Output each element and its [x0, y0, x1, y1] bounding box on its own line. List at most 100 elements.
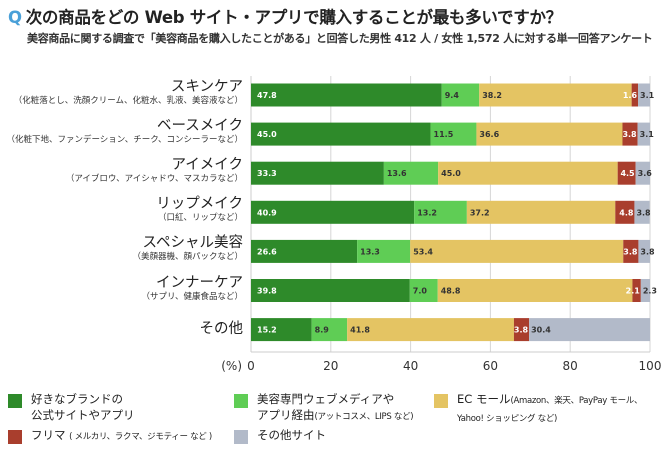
- data-label: 3.8: [514, 326, 529, 335]
- data-label: 13.2: [417, 208, 437, 217]
- bar-segment: [622, 122, 638, 146]
- data-label: 13.6: [387, 169, 407, 178]
- bar-segment: [640, 279, 650, 302]
- category-label: スキンケア （化粧落とし、洗顔クリーム、化粧水、乳液、美容液など）: [14, 79, 243, 107]
- x-tick-label: 80: [563, 359, 578, 373]
- bar-segment: [635, 161, 650, 185]
- category-note: （サプリ、健康食品など）: [141, 291, 244, 302]
- data-label: 40.9: [257, 208, 277, 217]
- bar-segment: [615, 200, 635, 224]
- legend-item-ec-mall: EC モール(Amazon、楽天、PayPay モール、 Yahoo! ショッピン…: [434, 391, 643, 427]
- data-label: 41.8: [350, 326, 370, 335]
- data-label: 30.4: [531, 326, 551, 335]
- bar-segment: [638, 83, 650, 107]
- legend-item-media: 美容専門ウェブメディアや アプリ経由(アットコスメ、LIPS など): [234, 391, 414, 425]
- x-tick-label: 40: [403, 359, 418, 373]
- data-label: 37.2: [470, 208, 490, 217]
- data-label: 1.6: [623, 91, 638, 100]
- bar-segment: [466, 200, 616, 224]
- legend-swatch: [8, 394, 22, 408]
- data-label: 3.8: [623, 247, 638, 256]
- data-label: 33.3: [257, 169, 277, 178]
- legend-swatch: [8, 430, 22, 444]
- data-label: 9.4: [445, 91, 460, 100]
- data-label: 3.8: [640, 247, 655, 256]
- legend-label: 美容専門ウェブメディアや: [257, 392, 395, 406]
- category-name: ベースメイク: [157, 118, 243, 135]
- bar-segment: [251, 83, 442, 107]
- legend-item-flea-market: フリマ ( メルカリ、ラクマ、ジモティー など ): [8, 427, 212, 445]
- bar-segment: [438, 161, 618, 185]
- bar-segment: [638, 239, 650, 263]
- data-label: 4.8: [619, 208, 634, 217]
- bar-segment: [476, 122, 623, 146]
- chart-title: Q 次の商品をどの Web サイト・アプリで購入することが最も多いですか？: [8, 4, 562, 28]
- category-note: （化粧落とし、洗顔クリーム、化粧水、乳液、美容液など）: [13, 96, 243, 106]
- legend-label: 公式サイトやアプリ: [31, 408, 135, 422]
- category-name: インナーケア: [156, 274, 243, 291]
- legend-item-other-site: その他サイト: [234, 427, 326, 444]
- data-label: 13.3: [360, 247, 380, 256]
- bar-segment: [631, 83, 639, 107]
- q-mark: Q: [8, 8, 22, 27]
- bar-segment: [617, 161, 636, 185]
- legend-swatch: [234, 430, 248, 444]
- data-label: 3.1: [640, 91, 655, 100]
- category-note: （美顔器機、顔パックなど）: [132, 252, 243, 263]
- category-name: その他: [199, 320, 244, 337]
- bar-segment: [529, 318, 650, 342]
- category-label: アイメイク （アイブロウ、アイシャドウ、マスカラなど）: [66, 157, 243, 185]
- data-label: 8.9: [315, 326, 330, 335]
- bar-segment: [410, 239, 624, 263]
- data-label: 3.1: [640, 130, 655, 139]
- question-text: 次の商品をどの Web サイト・アプリで購入することが最も多いですか？: [25, 8, 562, 27]
- data-label: 53.4: [413, 247, 433, 256]
- bar-segment: [430, 122, 477, 146]
- category-note: （口紅、リップなど）: [157, 213, 243, 224]
- data-label: 4.5: [620, 169, 635, 178]
- legend-label: その他サイト: [257, 428, 326, 442]
- legend-item-brand-site: 好きなブランドの 公式サイトやアプリ: [8, 391, 135, 423]
- x-tick-label: 20: [323, 359, 338, 373]
- bar-segment: [414, 200, 467, 224]
- bar-segment: [637, 122, 650, 146]
- category-name: スペシャル美容: [142, 235, 243, 252]
- category-note: （アイブロウ、アイシャドウ、マスカラなど）: [65, 174, 243, 185]
- bar-segment: [251, 279, 410, 302]
- category-label: その他: [200, 321, 244, 338]
- bar-segment: [441, 83, 480, 107]
- data-label: 2.1: [626, 287, 641, 296]
- bar-segment: [311, 318, 348, 342]
- category-note: （化粧下地、ファンデーション、チーク、コンシーラーなど）: [6, 135, 243, 146]
- category-label: リップメイク （口紅、リップなど）: [156, 196, 243, 224]
- data-label: 47.8: [257, 91, 277, 100]
- bar-segment: [251, 200, 415, 224]
- x-tick-label: 0: [247, 359, 255, 373]
- legend-label: アプリ経由: [257, 408, 315, 422]
- x-tick-label: 60: [483, 359, 498, 373]
- data-label: 11.5: [434, 130, 454, 139]
- bar-segment: [357, 239, 411, 263]
- bar-segment: [347, 318, 514, 342]
- bar-segment: [251, 239, 358, 263]
- category-label: インナーケア （サプリ、健康食品など）: [142, 275, 244, 303]
- bar-segment: [383, 161, 439, 185]
- bar-segment: [623, 239, 639, 263]
- bar-segment: [251, 161, 384, 185]
- bar-segment: [251, 122, 431, 146]
- bar-segment: [479, 83, 632, 107]
- category-name: リップメイク: [156, 196, 243, 213]
- data-label: 36.6: [479, 130, 499, 139]
- legend-swatch: [434, 394, 448, 408]
- legend-note: ( メルカリ、ラクマ、ジモティー など ): [69, 432, 212, 442]
- x-tick-label: 100: [639, 359, 661, 373]
- legend-swatch: [234, 394, 248, 408]
- bar-segment: [251, 318, 312, 342]
- data-label: 48.8: [441, 287, 461, 296]
- bar-segment: [513, 318, 530, 342]
- data-label: 45.0: [257, 130, 277, 139]
- legend-note: Yahoo! ショッピング など): [457, 414, 558, 424]
- data-label: 38.2: [482, 91, 502, 100]
